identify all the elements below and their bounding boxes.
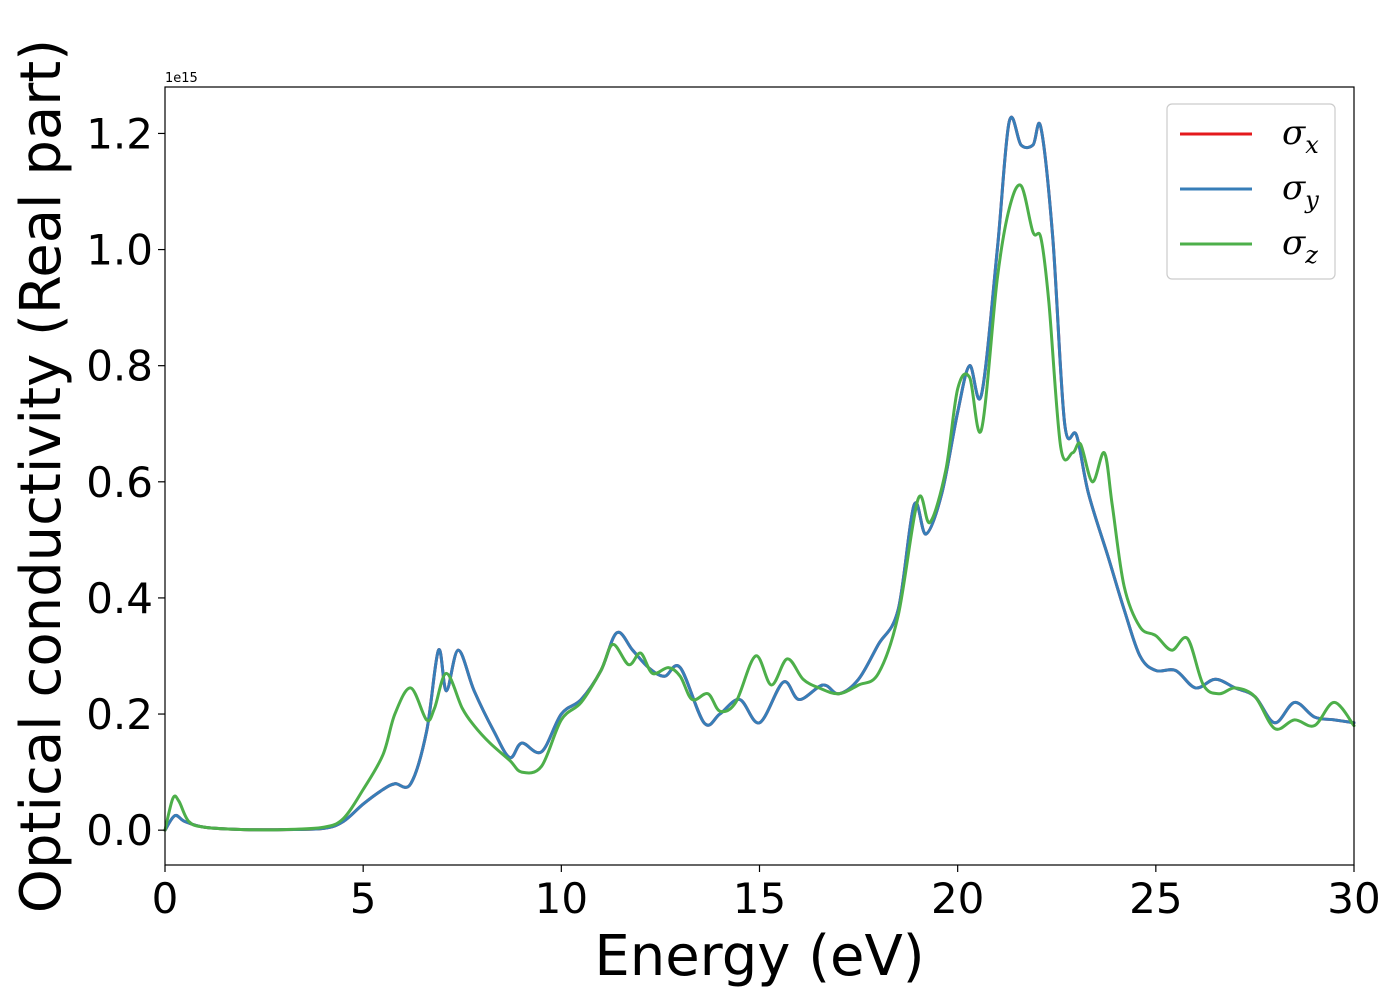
y-tick-label: 0.4: [86, 574, 153, 623]
y-tick-label: 0.6: [86, 458, 153, 507]
x-tick-label: 0: [152, 874, 179, 923]
y-offset-label: 1e15: [165, 71, 198, 86]
legend-label-x: σx: [1282, 113, 1319, 159]
series-line-z: [163, 183, 1356, 832]
plot-background: [165, 87, 1354, 865]
legend-label-y: σy: [1282, 168, 1319, 214]
y-tick-label: 1.0: [86, 226, 153, 275]
x-tick-label: 5: [350, 874, 377, 923]
legend-frame: [1166, 103, 1336, 280]
legend-label-z: σz: [1282, 223, 1318, 269]
y-tick-label: 0.8: [86, 342, 153, 391]
x-axis: 0 5 10 15 20 25 30: [152, 865, 1381, 923]
x-tick-label: 15: [733, 874, 786, 923]
y-tick-label: 0.2: [86, 690, 153, 739]
y-tick-label: 1.2: [86, 109, 153, 158]
x-tick-label: 20: [931, 874, 984, 923]
y-axis: 0.0 0.2 0.4 0.6 0.8 1.0 1.2: [86, 109, 165, 855]
series-layer: [163, 116, 1356, 832]
y-axis-title: Optical conductivity (Real part): [9, 39, 74, 913]
x-tick-label: 10: [535, 874, 588, 923]
x-axis-title: Energy (eV): [594, 924, 924, 989]
legend: σx σy σz: [1166, 103, 1336, 280]
x-tick-label: 25: [1129, 874, 1182, 923]
x-tick-label: 30: [1327, 874, 1380, 923]
y-tick-label: 0.0: [86, 806, 153, 855]
series-line-y: [163, 116, 1356, 832]
